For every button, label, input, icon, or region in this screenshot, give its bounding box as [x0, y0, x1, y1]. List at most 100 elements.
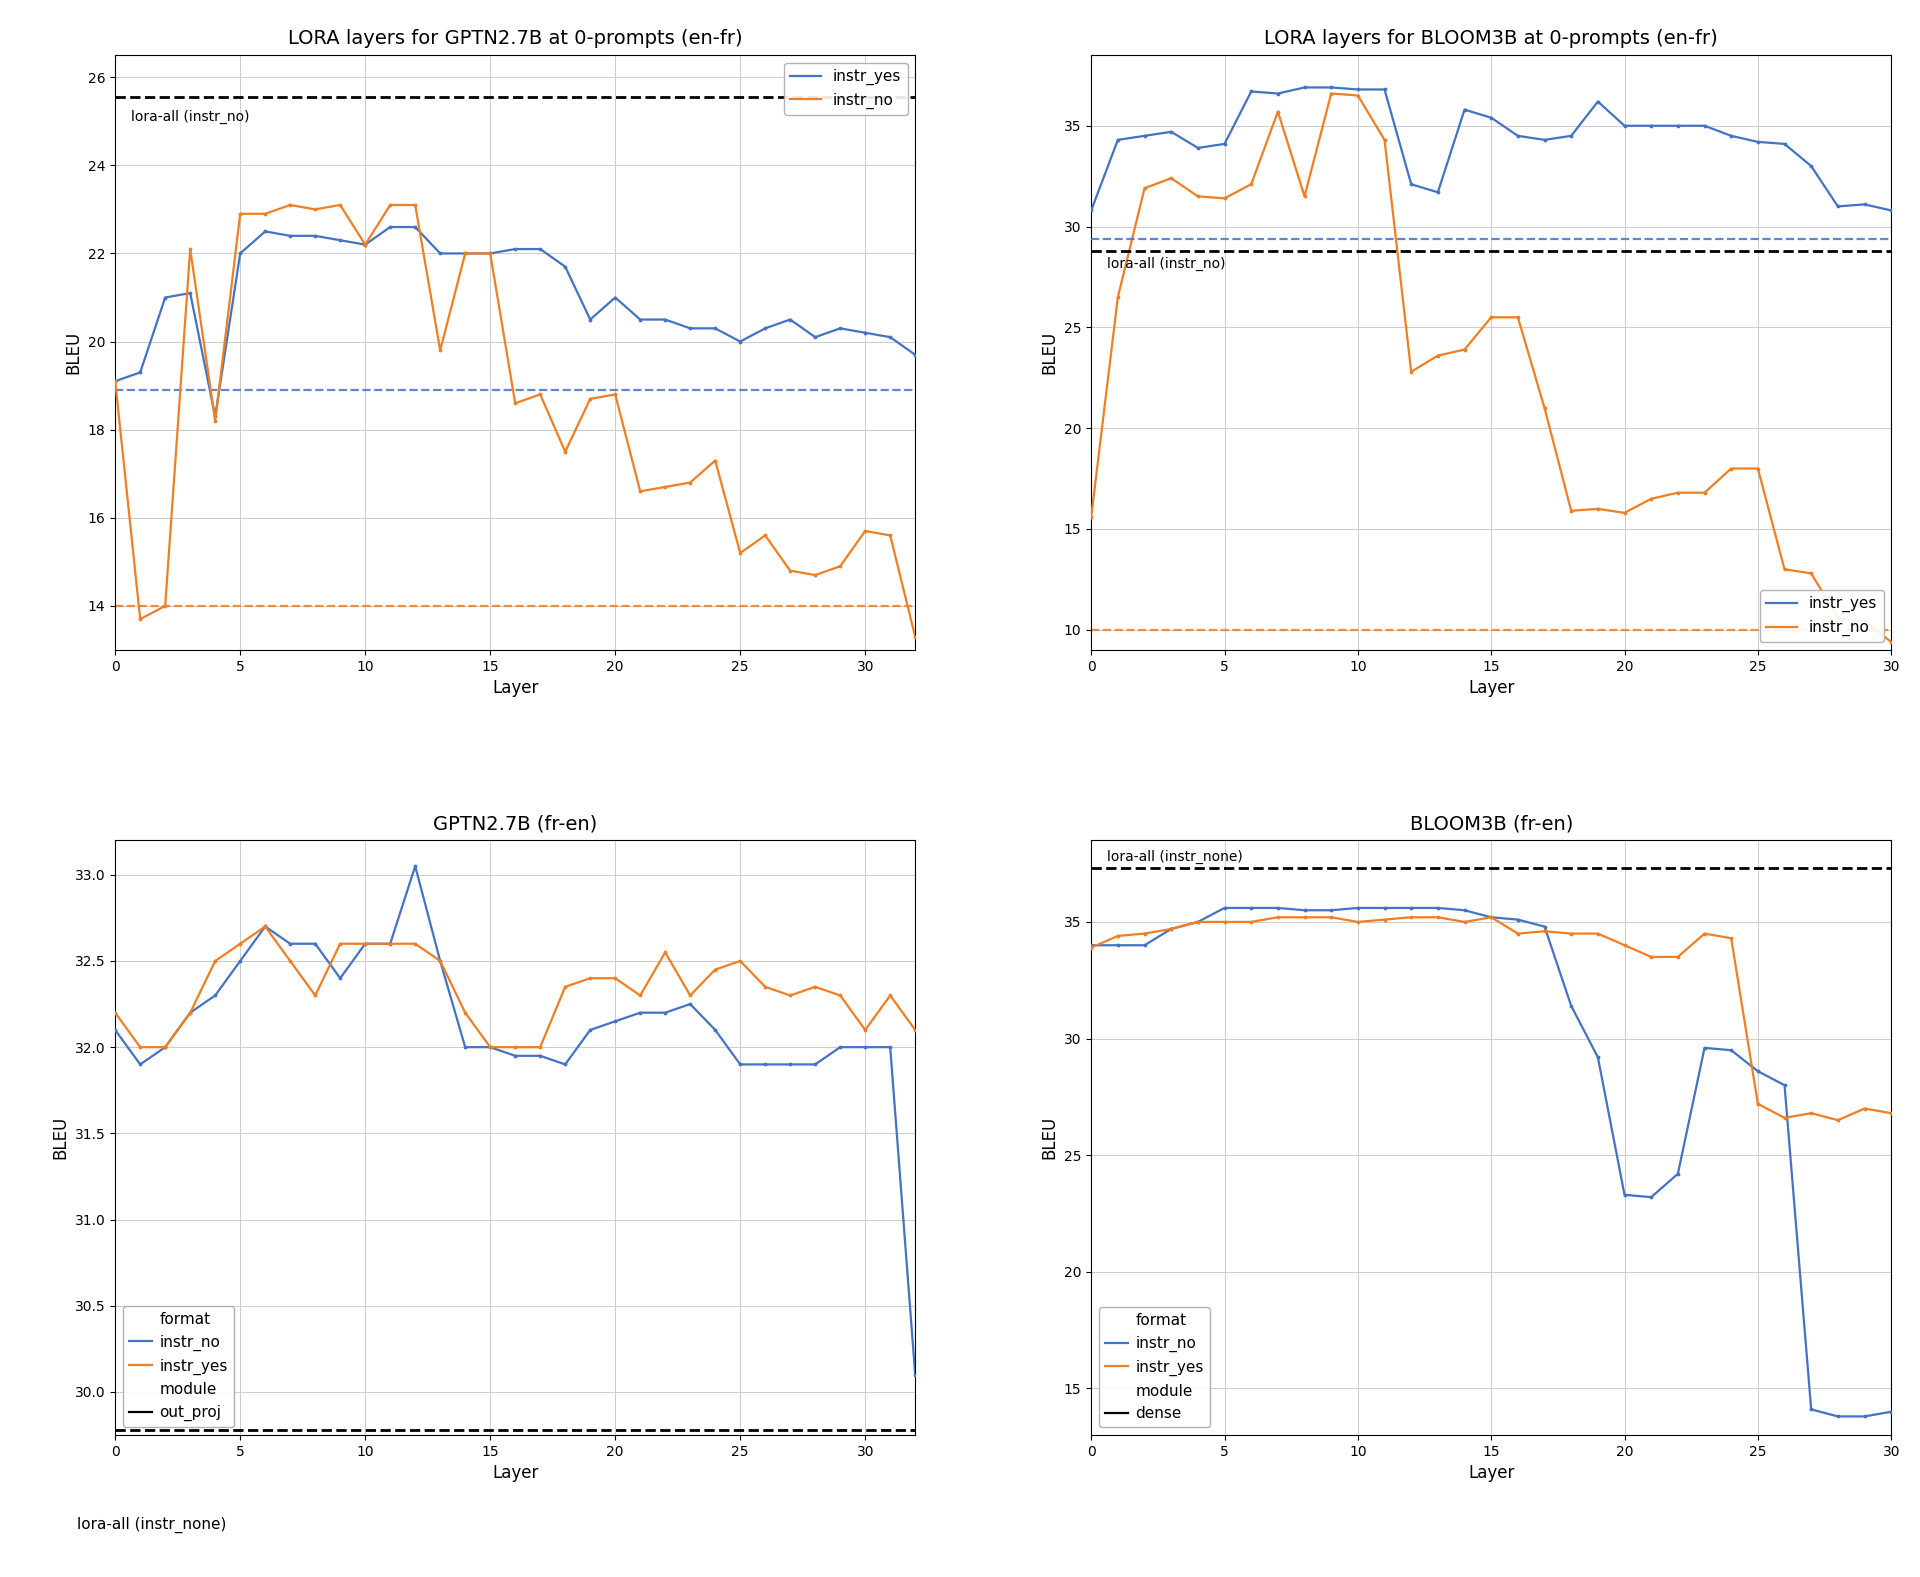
Legend: instr_yes, instr_no: instr_yes, instr_no: [1761, 590, 1884, 642]
instr_yes: [1747, 1094, 1770, 1113]
instr_yes: [1693, 924, 1716, 943]
instr_no: [628, 1003, 651, 1022]
instr_yes: [503, 1038, 526, 1057]
instr_no: [1400, 899, 1423, 918]
instr_no: [1747, 1061, 1770, 1080]
instr_no: [1720, 1041, 1743, 1060]
Line: instr_no: instr_no: [113, 864, 918, 1377]
instr_yes: [1799, 1104, 1822, 1123]
instr_yes: [1640, 948, 1663, 967]
instr_yes: [1480, 908, 1503, 927]
instr_no: [1507, 910, 1530, 929]
instr_no: [780, 1055, 803, 1074]
instr_yes: [829, 986, 852, 1005]
instr_yes: [1826, 1110, 1849, 1129]
instr_no: [730, 1055, 753, 1074]
instr_no: [703, 1020, 726, 1039]
instr_no: [653, 1003, 676, 1022]
instr_yes: [1586, 924, 1609, 943]
Title: BLOOM3B (fr-en): BLOOM3B (fr-en): [1409, 814, 1572, 833]
instr_yes: [228, 934, 252, 953]
instr_no: [104, 1020, 127, 1039]
instr_no: [829, 1038, 852, 1057]
Text: lora-all (instr_none): lora-all (instr_none): [1108, 850, 1242, 864]
Line: instr_yes: instr_yes: [113, 924, 918, 1050]
instr_yes: [1720, 929, 1743, 948]
Title: LORA layers for GPTN2.7B at 0-prompts (en-fr): LORA layers for GPTN2.7B at 0-prompts (e…: [288, 28, 743, 47]
Legend: instr_yes, instr_no: instr_yes, instr_no: [783, 63, 908, 115]
instr_yes: [1400, 908, 1423, 927]
Y-axis label: BLEU: BLEU: [1041, 331, 1058, 374]
instr_no: [1267, 899, 1290, 918]
instr_no: [755, 1055, 778, 1074]
instr_yes: [378, 934, 401, 953]
instr_yes: [1079, 938, 1102, 957]
instr_no: [1292, 900, 1315, 919]
Y-axis label: BLEU: BLEU: [63, 331, 83, 374]
instr_yes: [904, 1020, 927, 1039]
instr_no: [1373, 899, 1396, 918]
instr_no: [1346, 899, 1369, 918]
instr_yes: [204, 951, 227, 970]
instr_no: [1586, 1047, 1609, 1066]
instr_yes: [1267, 908, 1290, 927]
instr_no: [228, 951, 252, 970]
instr_yes: [1880, 1104, 1903, 1123]
instr_yes: [703, 960, 726, 979]
instr_no: [1240, 899, 1263, 918]
instr_no: [403, 856, 426, 875]
instr_yes: [453, 1003, 476, 1022]
instr_yes: [755, 978, 778, 997]
instr_yes: [328, 934, 351, 953]
Line: instr_yes: instr_yes: [1089, 915, 1893, 1123]
X-axis label: Layer: Layer: [492, 680, 538, 697]
instr_no: [1133, 935, 1156, 954]
instr_no: [1640, 1187, 1663, 1206]
instr_no: [1826, 1407, 1849, 1426]
instr_no: [578, 1020, 601, 1039]
instr_no: [1772, 1076, 1795, 1094]
instr_yes: [780, 986, 803, 1005]
instr_no: [1319, 900, 1342, 919]
instr_no: [1667, 1164, 1690, 1183]
instr_yes: [528, 1038, 551, 1057]
instr_yes: [1772, 1109, 1795, 1128]
instr_yes: [1667, 948, 1690, 967]
instr_yes: [854, 1020, 877, 1039]
instr_yes: [278, 951, 301, 970]
instr_yes: [428, 951, 451, 970]
instr_no: [528, 1046, 551, 1064]
instr_yes: [1319, 908, 1342, 927]
instr_no: [303, 934, 326, 953]
instr_yes: [478, 1038, 501, 1057]
instr_no: [453, 1038, 476, 1057]
instr_yes: [1373, 910, 1396, 929]
X-axis label: Layer: Layer: [1469, 680, 1515, 697]
instr_no: [854, 1038, 877, 1057]
instr_yes: [553, 978, 576, 997]
Y-axis label: BLEU: BLEU: [1041, 1117, 1058, 1159]
Text: lora-all (instr_no): lora-all (instr_no): [1108, 257, 1225, 271]
Line: instr_no: instr_no: [1089, 905, 1893, 1419]
instr_no: [253, 918, 276, 937]
instr_yes: [603, 968, 626, 987]
instr_no: [1427, 899, 1450, 918]
instr_no: [879, 1038, 902, 1057]
instr_no: [428, 951, 451, 970]
instr_yes: [104, 1003, 127, 1022]
instr_yes: [1427, 908, 1450, 927]
instr_no: [1160, 919, 1183, 938]
instr_yes: [129, 1038, 152, 1057]
instr_no: [804, 1055, 828, 1074]
Legend: format, instr_no, instr_yes, module, out_proj: format, instr_no, instr_yes, module, out…: [123, 1306, 234, 1427]
instr_no: [503, 1046, 526, 1064]
instr_no: [1853, 1407, 1876, 1426]
instr_no: [129, 1055, 152, 1074]
instr_yes: [1507, 924, 1530, 943]
instr_no: [678, 995, 701, 1014]
instr_no: [1480, 908, 1503, 927]
instr_no: [553, 1055, 576, 1074]
instr_yes: [1292, 908, 1315, 927]
instr_no: [1187, 913, 1210, 932]
instr_no: [328, 968, 351, 987]
